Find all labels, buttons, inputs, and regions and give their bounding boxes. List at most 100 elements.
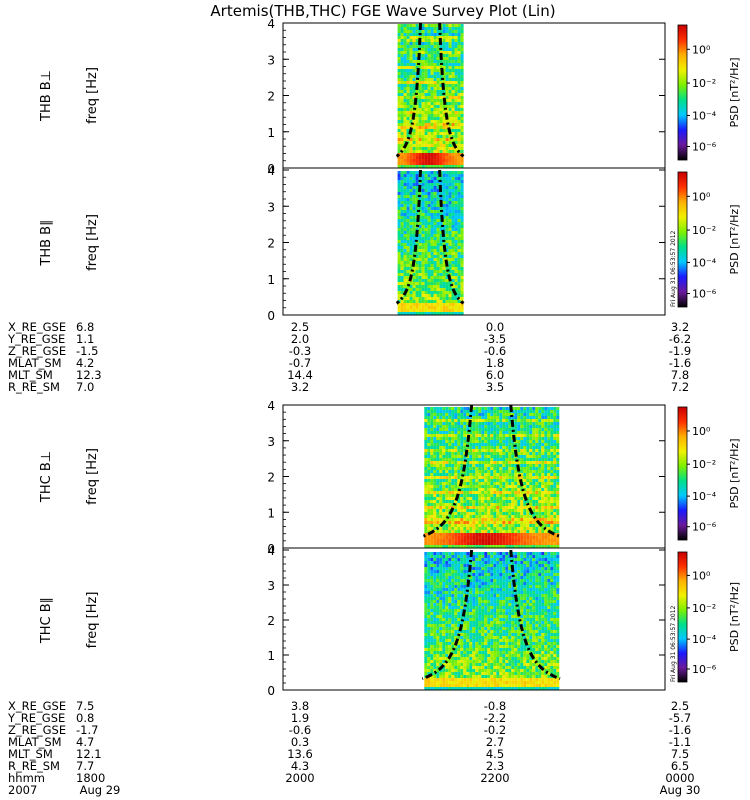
y-tick-label: 3 <box>267 200 275 214</box>
ephemeris-value: 14.4 <box>287 368 313 382</box>
y-tick-label: 4 <box>267 164 275 178</box>
y-tick-label: 0 <box>267 309 275 323</box>
y-tick-label: 3 <box>267 53 275 67</box>
ephemeris-value: 2200 <box>480 771 509 785</box>
ephemeris-value: 7.5 <box>76 699 94 713</box>
y-axis-label: freq [Hz] <box>85 448 100 505</box>
ephemeris-value: -3.5 <box>484 332 506 346</box>
ephemeris-value: -1.6 <box>669 356 691 370</box>
ephemeris-value: 2.7 <box>486 735 504 749</box>
spectrogram-panel-2: 0 1 2 3 4 freq [Hz] THB B∥ <box>39 164 665 323</box>
y-tick-label: 3 <box>267 579 275 593</box>
cutoff-curve-right <box>438 22 465 158</box>
ephemeris-value: -1.1 <box>669 735 691 749</box>
ephemeris-value: 1.1 <box>76 332 94 346</box>
ephemeris-value: 1800 <box>76 771 105 785</box>
colorbar-4: 10⁰ 10⁻² 10⁻⁴ 10⁻⁶ PSD [nT²/Hz] Fri Aug 31 06… <box>670 551 741 683</box>
y-axis-label: freq [Hz] <box>85 592 100 649</box>
colorbar-label: PSD [nT²/Hz] <box>728 582 741 652</box>
ephemeris-label: Y_RE_GSE <box>7 711 65 725</box>
ephemeris-label: X_RE_GSE <box>8 320 66 334</box>
ephemeris-table-thb: X_RE_GSE 6.8 2.5 0.0 3.2 Y_RE_GSE 1.1 2.0 -3.5 -6… <box>7 320 691 394</box>
colorbar-tick-label: 10⁻² <box>692 602 716 615</box>
date-start: Aug 29 <box>80 783 121 797</box>
ephemeris-value: 7.5 <box>671 747 689 761</box>
colorbar-tick-label: 10⁰ <box>692 569 711 582</box>
ephemeris-value: 0000 <box>665 771 694 785</box>
colorbar-tick-label: 10⁰ <box>692 43 711 56</box>
ephemeris-value: -1.9 <box>669 344 691 358</box>
y-tick-label: 1 <box>267 273 275 287</box>
y-tick-label: 4 <box>267 17 275 31</box>
ephemeris-value: 4.3 <box>291 759 309 773</box>
ephemeris-value: 2.5 <box>291 320 309 334</box>
y-tick-label: 4 <box>267 399 275 413</box>
ephemeris-value: 4.7 <box>76 735 94 749</box>
ephemeris-label: Z_RE_GSE <box>8 344 66 358</box>
timestamp-label: Fri Aug 31 06:53:57 2012 <box>670 230 677 307</box>
ephemeris-label: MLAT_SM <box>8 356 62 370</box>
ephemeris-value: 7.8 <box>671 368 689 382</box>
ephemeris-label: X_RE_GSE <box>8 699 66 713</box>
plot-frame <box>282 22 666 316</box>
probe-label: THC B⊥ <box>39 451 54 503</box>
colorbar-tick-label: 10⁰ <box>692 190 711 203</box>
spectrogram-image <box>424 407 560 548</box>
colorbar-label: PSD [nT²/Hz] <box>728 204 741 274</box>
spectrogram-image <box>424 552 560 690</box>
ephemeris-value: 12.3 <box>76 368 102 382</box>
spectrogram-panels: 0 1 2 3 4 freq [Hz] THB B⊥ 0 1 2 3 4 freq [Hz] THB B∥… <box>39 17 666 698</box>
ephemeris-label: Z_RE_GSE <box>8 723 66 737</box>
ephemeris-value: 13.6 <box>287 747 313 761</box>
ephemeris-value: 3.2 <box>291 380 309 394</box>
ephemeris-value: 4.5 <box>486 747 504 761</box>
ephemeris-value: -0.2 <box>484 723 506 737</box>
ephemeris-label: R_RE_SM <box>8 759 60 773</box>
cutoff-curve-right <box>509 549 561 681</box>
ephemeris-value: -0.8 <box>484 699 506 713</box>
plot-frame <box>282 404 666 691</box>
colorbar-tick-label: 10⁻⁴ <box>692 490 717 503</box>
ephemeris-table-thc: X_RE_GSE 7.5 3.8 -0.8 2.5Y_RE_GSE 0.8 1.9 -2.2-… <box>7 699 700 797</box>
ephemeris-value: 7.2 <box>671 380 689 394</box>
ephemeris-value: -0.3 <box>289 344 311 358</box>
colorbar-tick-label: 10⁻⁴ <box>692 109 717 122</box>
ephemeris-value: -5.7 <box>669 711 691 725</box>
ephemeris-label: MLAT_SM <box>8 735 62 749</box>
y-tick-label: 0 <box>267 542 275 556</box>
timestamp-label: Fri Aug 31 06:53:57 2012 <box>670 605 677 682</box>
colorbar-3: 10⁰ 10⁻² 10⁻⁴ 10⁻⁶ PSD [nT²/Hz] <box>677 406 741 541</box>
colorbar-tick-label: 10⁻⁴ <box>692 633 717 646</box>
ephemeris-value: 2000 <box>285 771 314 785</box>
probe-label: THB B⊥ <box>39 70 54 122</box>
y-tick-label: 0 <box>267 684 275 698</box>
y-tick-label: 2 <box>267 90 275 104</box>
ephemeris-label: MLT_SM <box>8 368 53 382</box>
ephemeris-value: -1.6 <box>669 723 691 737</box>
y-axis-label: freq [Hz] <box>85 214 100 271</box>
colorbar-tick-label: 10⁻⁶ <box>692 663 717 676</box>
cutoff-curve-right <box>509 404 561 538</box>
y-tick-label: 1 <box>267 126 275 140</box>
ephemeris-value: 2.5 <box>671 699 689 713</box>
ephemeris-value: -0.7 <box>289 356 311 370</box>
cutoff-curve-right <box>438 169 465 305</box>
spectrogram-image <box>397 171 464 315</box>
cutoff-curve-left <box>395 22 422 158</box>
ephemeris-value: -6.2 <box>669 332 691 346</box>
colorbar-tick-label: 10⁻⁶ <box>692 141 717 154</box>
ephemeris-value: 3.5 <box>486 380 504 394</box>
y-tick-label: 0 <box>267 162 275 176</box>
ephemeris-value: 1.9 <box>291 711 309 725</box>
ephemeris-value: -1.5 <box>76 344 98 358</box>
ephemeris-value: 2.0 <box>291 332 309 346</box>
y-tick-label: 3 <box>267 435 275 449</box>
ephemeris-value: 0.3 <box>291 735 309 749</box>
y-tick-label: 2 <box>267 471 275 485</box>
ephemeris-label: hhmm <box>8 771 45 785</box>
colorbar-tick-label: 10⁰ <box>692 425 711 438</box>
colorbar-tick-label: 10⁻² <box>692 224 716 237</box>
ephemeris-value: 3.2 <box>671 320 689 334</box>
cutoff-curve-left <box>421 404 474 538</box>
